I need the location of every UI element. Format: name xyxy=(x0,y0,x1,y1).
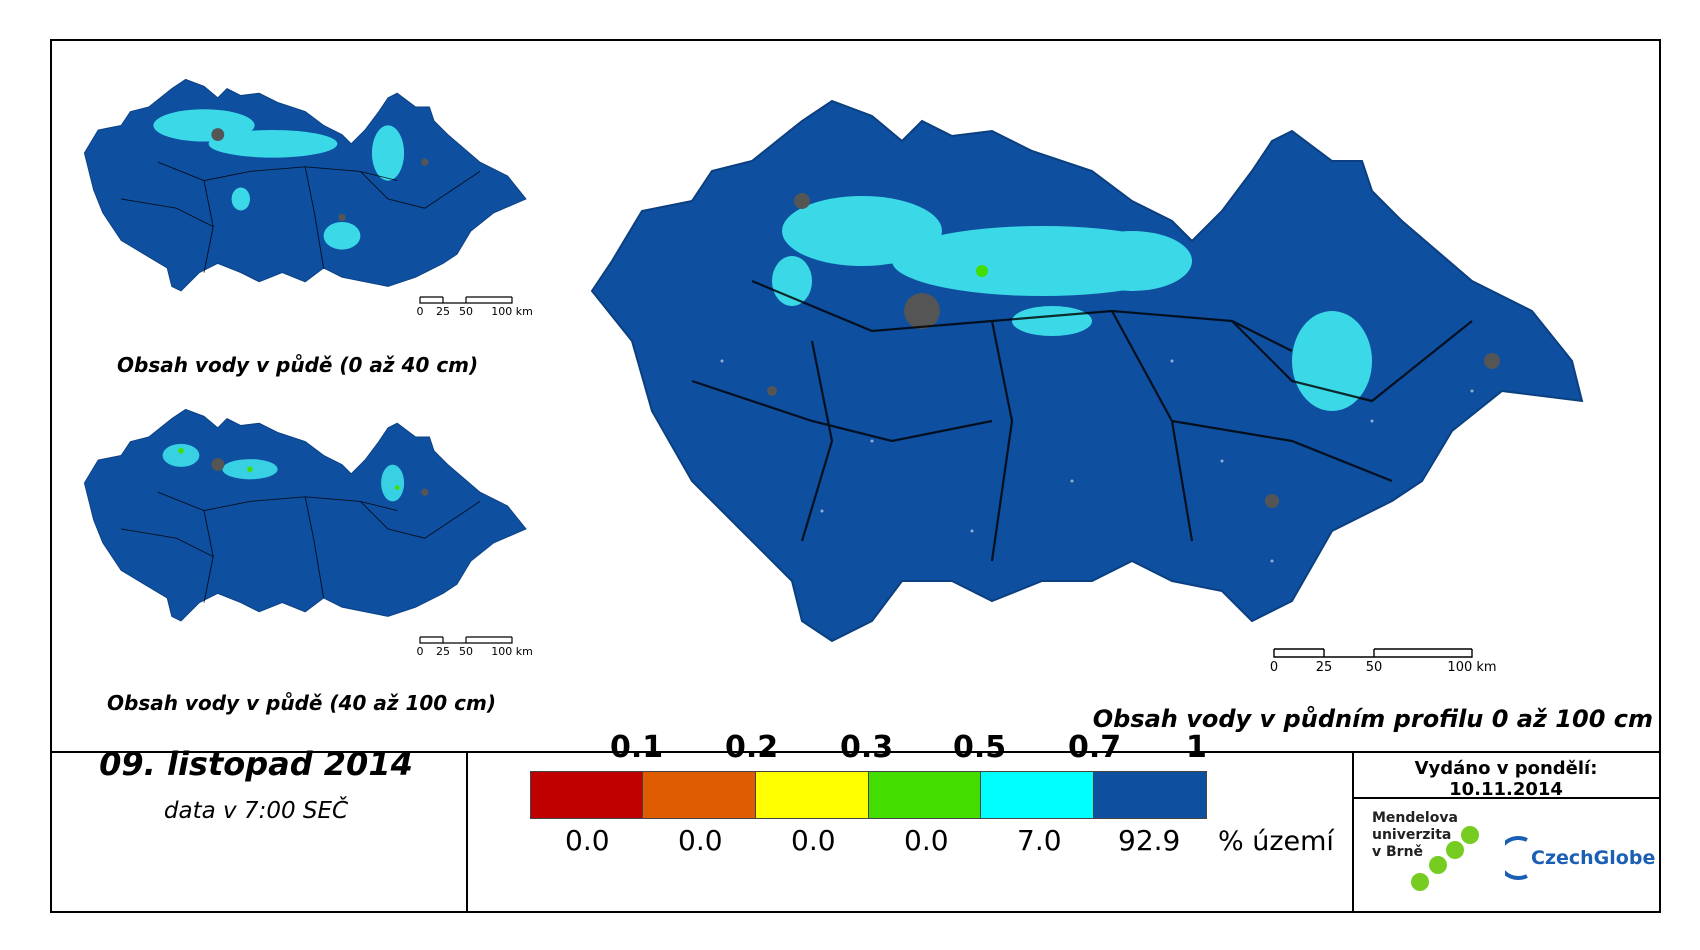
scale-label-25: 25 xyxy=(436,645,450,658)
legend-threshold-5: 0.7 xyxy=(1068,730,1122,765)
legend-swatch-5 xyxy=(980,771,1095,819)
legend-swatch-1 xyxy=(530,771,644,819)
scale-label-25: 25 xyxy=(1316,660,1333,675)
legend-percent-5: 7.0 xyxy=(1017,824,1062,857)
footer-divider-left xyxy=(466,751,468,911)
issued-date: Vydáno v pondělí: 10.11.2014 xyxy=(1414,758,1598,800)
legend-threshold-1: 0.1 xyxy=(610,730,664,765)
legend-percent-2: 0.0 xyxy=(678,824,723,857)
scale-label-50: 50 xyxy=(459,645,473,658)
scale-bar-bottom: 0 25 50 100 km xyxy=(414,629,554,659)
legend-swatch-6 xyxy=(1093,771,1207,819)
legend-swatch-2 xyxy=(642,771,757,819)
footer-divider-right xyxy=(1352,751,1354,911)
scale-label-0: 0 xyxy=(1270,660,1278,675)
legend-threshold-3: 0.3 xyxy=(840,730,894,765)
percent-unit-label: % území xyxy=(1218,826,1334,857)
scale-label-100: 100 km xyxy=(1447,660,1496,675)
legend-threshold-6: 1 xyxy=(1186,730,1207,765)
scale-label-25: 25 xyxy=(436,305,450,318)
map-soil-40-100 xyxy=(66,391,536,641)
scale-label-0: 0 xyxy=(417,305,424,318)
date-title: 09. listopad 2014 xyxy=(99,745,413,783)
map-frame: 0 25 50 100 km Obsah vody v půdě (0 až 4… xyxy=(50,39,1661,913)
scale-label-50: 50 xyxy=(1366,660,1383,675)
czechglobe-logo: CzechGlobe xyxy=(1496,832,1655,886)
legend-percent-6: 92.9 xyxy=(1118,824,1181,857)
scale-label-100: 100 km xyxy=(491,645,533,658)
legend-threshold-2: 0.2 xyxy=(725,730,779,765)
caption-0-40: Obsah vody v půdě (0 až 40 cm) xyxy=(117,353,479,377)
scale-label-50: 50 xyxy=(459,305,473,318)
scale-label-0: 0 xyxy=(417,645,424,658)
scale-bar-top: 0 25 50 100 km xyxy=(414,289,554,319)
legend-percent-4: 0.0 xyxy=(904,824,949,857)
caption-0-100: Obsah vody v půdním profilu 0 až 100 cm xyxy=(1092,705,1653,733)
mendel-logo-text: Mendelova univerzita v Brně xyxy=(1372,810,1458,860)
legend-swatch-3 xyxy=(755,771,870,819)
issued-divider xyxy=(1352,797,1661,799)
data-time: data v 7:00 SEČ xyxy=(163,798,349,824)
svg-text:CzechGlobe: CzechGlobe xyxy=(1531,847,1655,869)
caption-40-100: Obsah vody v půdě (40 až 100 cm) xyxy=(107,691,496,715)
legend-percent-1: 0.0 xyxy=(565,824,610,857)
country-shape xyxy=(590,99,1584,643)
legend-threshold-4: 0.5 xyxy=(953,730,1007,765)
footer-divider xyxy=(52,751,1659,753)
map-soil-0-100 xyxy=(572,61,1662,701)
legend-swatch-4 xyxy=(868,771,982,819)
mendel-logo-icon xyxy=(1405,820,1485,904)
map-soil-0-40 xyxy=(66,61,536,311)
scale-label-100: 100 km xyxy=(491,305,533,318)
legend-percent-3: 0.0 xyxy=(791,824,836,857)
scale-bar-large: 0 25 50 100 km xyxy=(1268,641,1508,675)
